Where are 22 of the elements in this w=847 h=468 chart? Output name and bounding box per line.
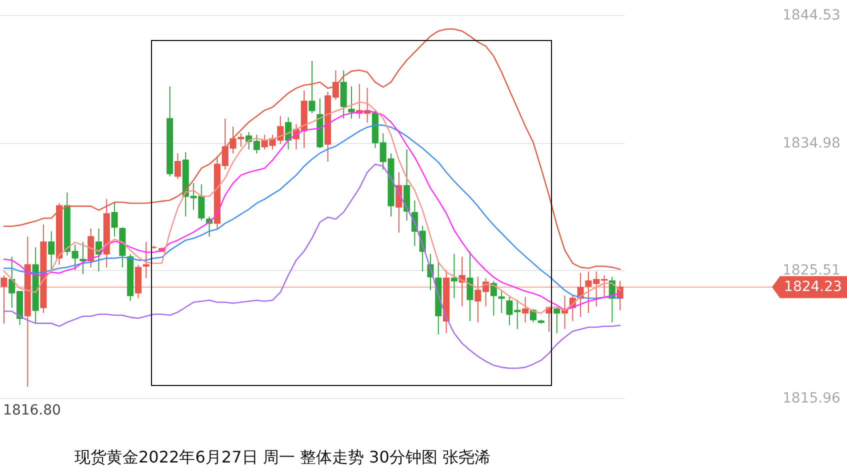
annotation: 1816.80 (3, 402, 61, 419)
y-tick-label: 1825.51 (782, 262, 840, 278)
y-tick-label: 1844.53 (782, 8, 840, 24)
text: 现货黄金2022年6月27日 周一 整体走势 30分钟图 张尧浠 (74, 448, 490, 467)
candlestick (48, 230, 55, 272)
candlestick (111, 201, 118, 238)
candlestick (498, 290, 505, 314)
candlestick (142, 241, 150, 279)
candlestick (554, 307, 560, 334)
candlestick (308, 60, 316, 114)
candlestick (490, 280, 497, 316)
candlestick (522, 296, 529, 323)
y-tick-label: 1815.96 (782, 390, 840, 406)
line-series (3, 164, 621, 369)
candlestick (348, 86, 355, 120)
candlestick (450, 254, 458, 299)
line-series (3, 28, 621, 270)
candlestick (0, 274, 8, 324)
y-tick-label: 1834.98 (782, 136, 840, 152)
candlestick (466, 250, 474, 322)
candlestick (174, 152, 181, 180)
ref-line-label: 1824.23 (784, 279, 842, 296)
